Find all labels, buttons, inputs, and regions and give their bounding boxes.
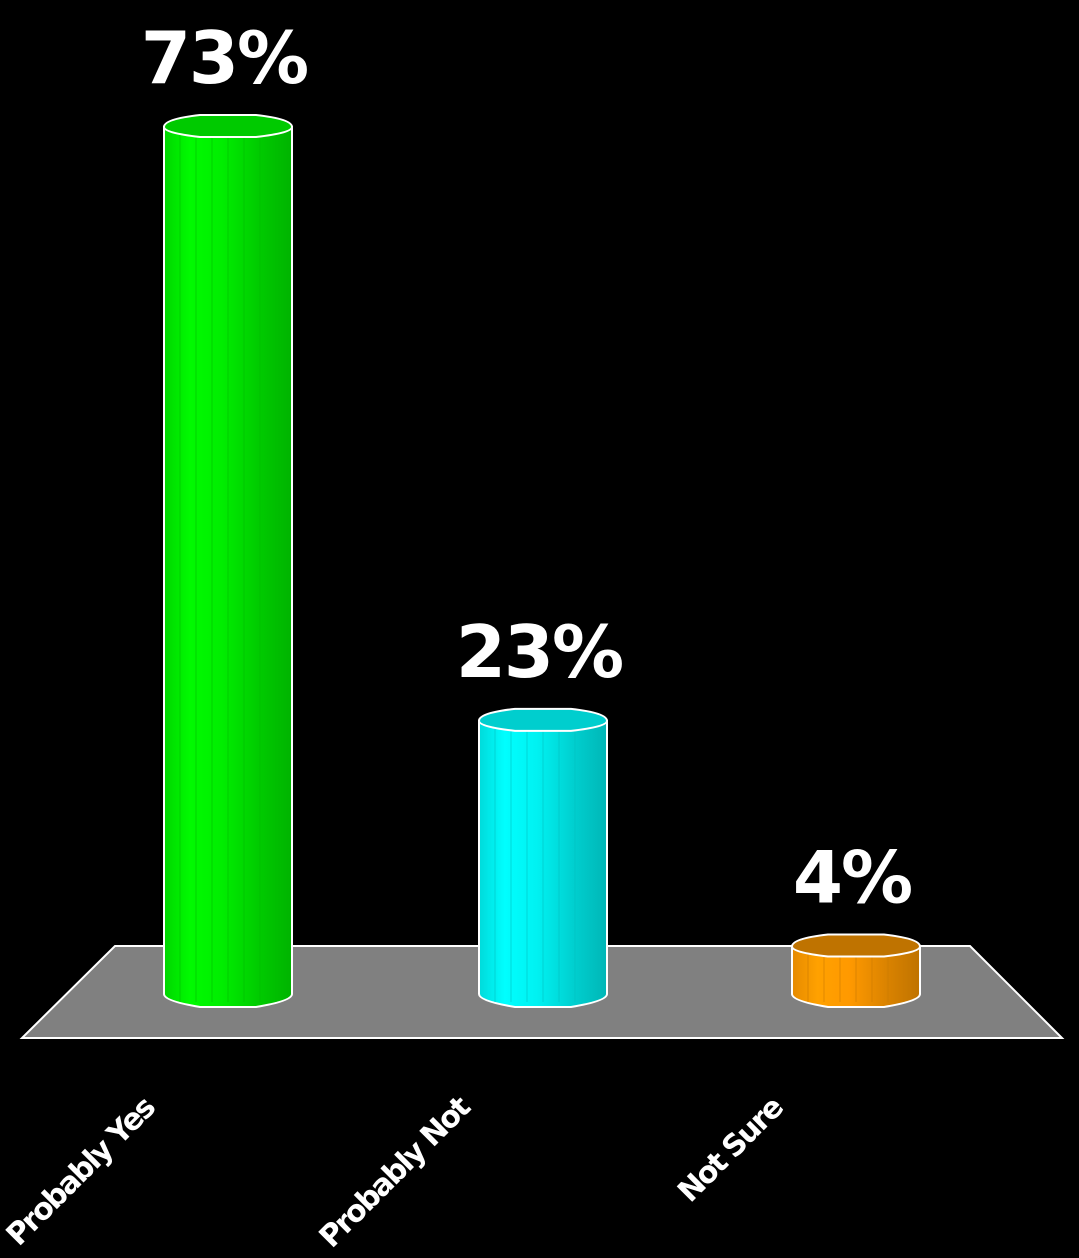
category-labels-layer: Probably Yes Probably Not Not Sure [0,1090,790,1255]
value-label: 73% [141,16,307,100]
bar [477,707,609,1008]
bar-top [790,933,922,958]
value-labels-layer: 73% 23% 4% [141,16,913,919]
category-label: Probably Yes [0,1090,162,1253]
bar-top [477,707,609,732]
category-label: Not Sure [671,1090,790,1209]
category-label: Probably Not [313,1090,478,1254]
bar [790,933,922,1008]
value-label: 23% [456,610,622,694]
bar [162,114,294,1008]
bar-top [162,114,294,138]
bars-layer [162,114,922,1008]
value-label: 4% [793,835,911,919]
